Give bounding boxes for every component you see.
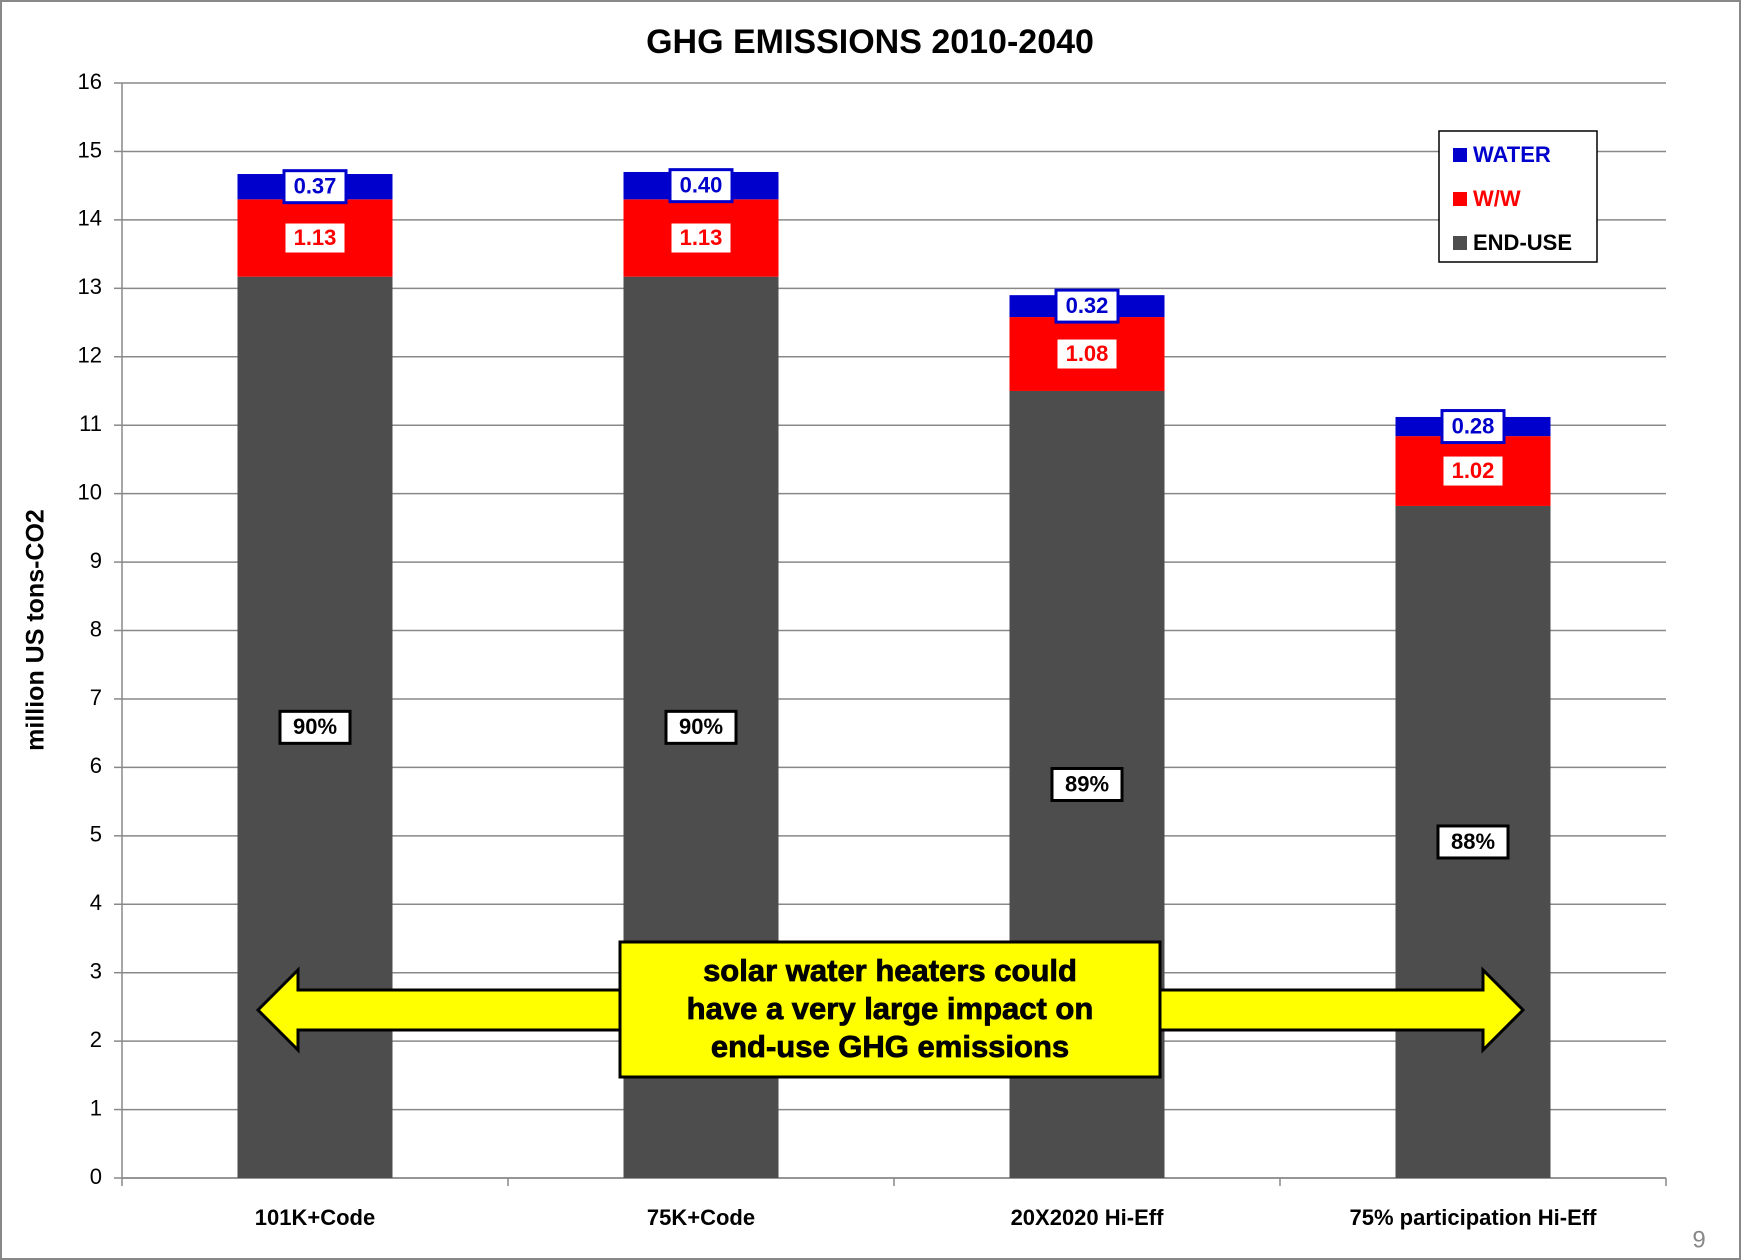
y-tick-label: 2 xyxy=(90,1027,102,1052)
value-label: 90% xyxy=(679,714,723,739)
legend-swatch xyxy=(1453,148,1467,162)
value-label-box xyxy=(1440,409,1506,445)
x-tick-label: 101K+Code xyxy=(255,1205,375,1230)
annotation-text: have a very large impact on xyxy=(687,991,1094,1026)
x-tick-label: 20X2020 Hi-Eff xyxy=(1011,1205,1165,1230)
annotation-text: solar water heaters could xyxy=(703,953,1077,988)
value-label-box xyxy=(278,709,352,745)
value-label-box xyxy=(664,709,738,745)
x-tick-label: 75% participation Hi-Eff xyxy=(1350,1205,1598,1230)
y-tick-label: 13 xyxy=(78,274,102,299)
value-label: 1.02 xyxy=(1452,458,1495,483)
value-label: 0.32 xyxy=(1066,293,1109,318)
value-label-box xyxy=(282,220,348,256)
value-label-box xyxy=(668,220,734,256)
value-label-box xyxy=(668,168,734,204)
x-tick-label: 75K+Code xyxy=(647,1205,755,1230)
annotation-box xyxy=(618,940,1162,1079)
value-label: 0.37 xyxy=(294,173,337,198)
y-tick-label: 14 xyxy=(78,206,102,231)
y-tick-label: 16 xyxy=(78,69,102,94)
y-tick-label: 8 xyxy=(90,616,102,641)
value-label-box xyxy=(1054,288,1120,324)
value-label: 0.40 xyxy=(680,172,723,197)
value-label: 88% xyxy=(1451,829,1495,854)
page-number: 9 xyxy=(1692,1226,1705,1253)
y-tick-label: 3 xyxy=(90,959,102,984)
y-tick-label: 9 xyxy=(90,548,102,573)
legend-label: END-USE xyxy=(1473,230,1572,255)
y-tick-label: 12 xyxy=(78,343,102,368)
legend-label: WATER xyxy=(1473,142,1551,167)
value-label: 1.08 xyxy=(1066,341,1109,366)
y-tick-label: 6 xyxy=(90,753,102,778)
value-label-box xyxy=(282,169,348,205)
legend-swatch xyxy=(1453,236,1467,250)
y-tick-label: 0 xyxy=(90,1164,102,1189)
legend-label: W/W xyxy=(1473,186,1521,211)
y-tick-label: 1 xyxy=(90,1095,102,1120)
legend-swatch xyxy=(1453,192,1467,206)
y-axis-label: million US tons-CO2 xyxy=(22,509,50,751)
value-label: 1.13 xyxy=(680,225,723,250)
value-label: 89% xyxy=(1065,771,1109,796)
value-label: 0.28 xyxy=(1452,413,1495,438)
y-tick-label: 5 xyxy=(90,822,102,847)
value-label: 1.13 xyxy=(294,225,337,250)
value-label-box xyxy=(1440,453,1506,489)
value-label: 90% xyxy=(293,714,337,739)
value-label-box xyxy=(1054,336,1120,372)
annotation-text: end-use GHG emissions xyxy=(711,1029,1069,1064)
legend: WATER W/W END-USE xyxy=(1438,130,1598,263)
y-tick-label: 11 xyxy=(79,411,102,436)
value-label-box xyxy=(1050,766,1124,802)
y-tick-label: 10 xyxy=(78,479,102,504)
y-tick-label: 4 xyxy=(90,890,102,915)
y-tick-label: 7 xyxy=(90,685,102,710)
y-tick-label: 15 xyxy=(78,137,102,162)
value-label-box xyxy=(1436,824,1510,860)
chart-title: GHG EMISSIONS 2010-2040 xyxy=(646,23,1094,61)
